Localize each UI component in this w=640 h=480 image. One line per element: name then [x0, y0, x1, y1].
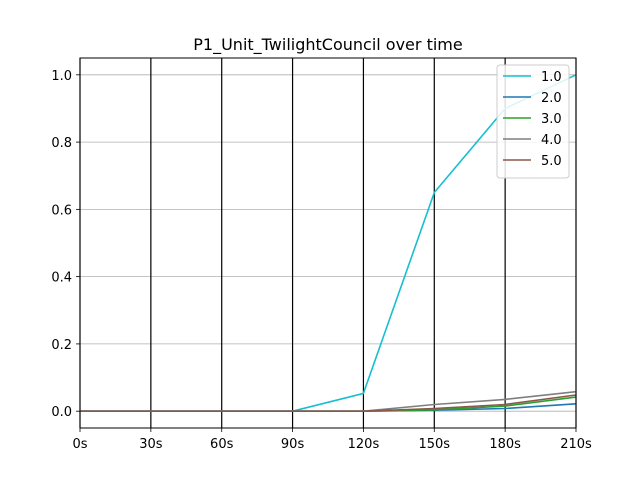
series-line — [80, 394, 577, 413]
x-tick-label: 150s — [418, 437, 450, 452]
plot-frame — [79, 57, 577, 429]
y-tick-label: 0.2 — [51, 338, 72, 353]
x-tick-label: 30s — [139, 437, 163, 452]
series-layer — [80, 74, 577, 413]
ticks-layer: 0.0 0.2 0.4 0.6 0.8 1.0 0s 30s 60s 90s 120s 150s 180… — [51, 69, 592, 452]
chart-title: P1_Unit_TwilightCouncil over time — [193, 35, 462, 55]
legend-label: 5.0 — [541, 154, 562, 169]
y-tick-label: 0.6 — [51, 203, 72, 218]
y-tick-label: 0.8 — [51, 136, 72, 151]
x-tick-label: 120s — [348, 437, 380, 452]
legend-label: 1.0 — [541, 70, 562, 85]
x-tick-label: 90s — [281, 437, 305, 452]
x-tick-label: 210s — [560, 437, 592, 452]
legend-label: 3.0 — [541, 112, 562, 127]
x-tick-label: 60s — [210, 437, 234, 452]
x-tick-label: 0s — [72, 437, 87, 452]
y-tick-label: 1.0 — [51, 69, 72, 84]
y-tick-label: 0.4 — [51, 271, 72, 286]
legend-label: 2.0 — [541, 91, 562, 106]
y-tick-label: 0.0 — [51, 405, 72, 420]
legend-label: 4.0 — [541, 133, 562, 148]
x-tick-label: 180s — [489, 437, 521, 452]
legend: 1.0 2.0 3.0 4.0 5.0 — [496, 64, 570, 179]
legend-box — [496, 64, 570, 179]
